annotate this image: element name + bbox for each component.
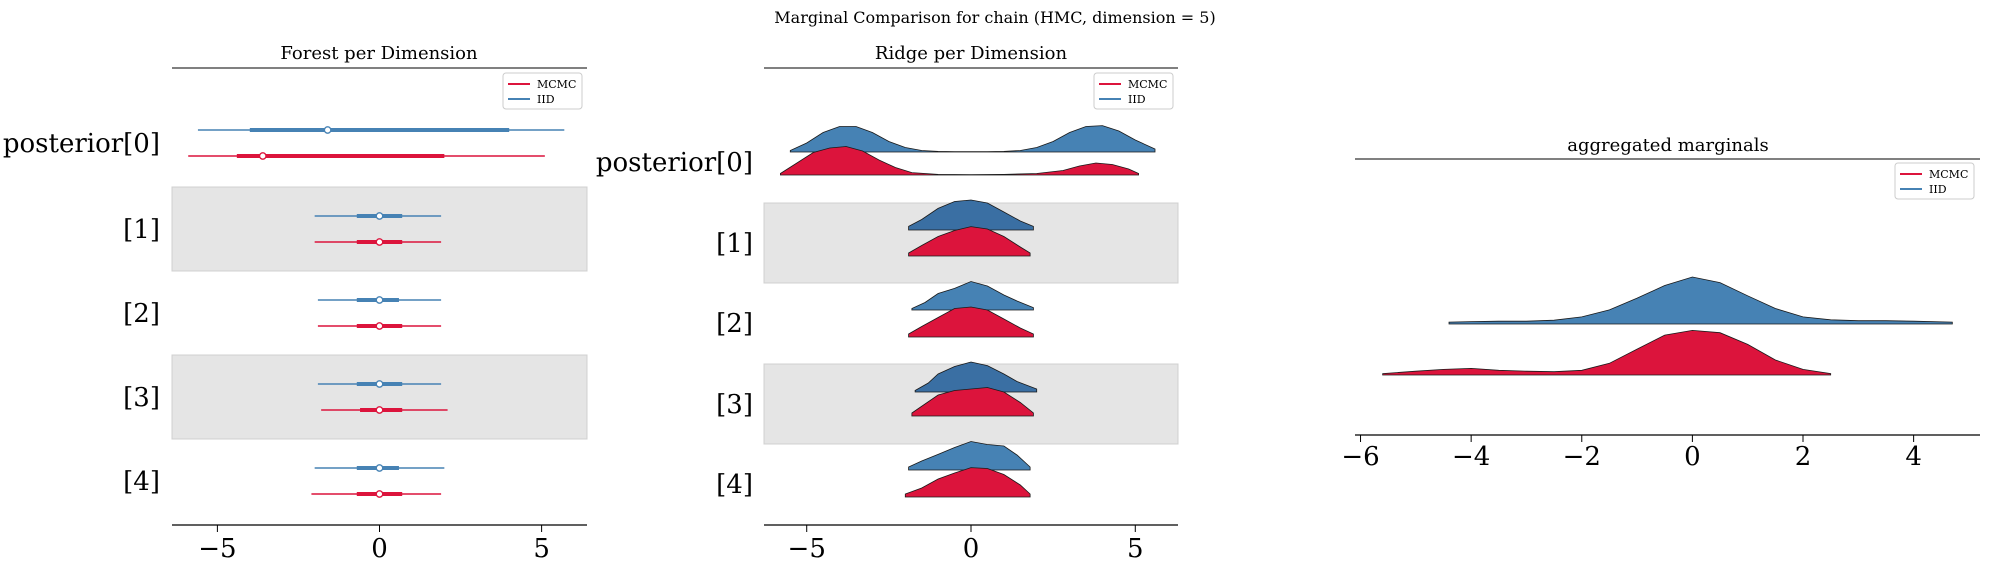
forest-panel-title: Forest per Dimension (280, 43, 478, 64)
forest-point-marker (375, 212, 384, 220)
ridge-density-iid (789, 125, 1156, 153)
ridge-density-mcmc (908, 226, 1031, 257)
forest-point-marker (258, 152, 267, 160)
forest-row-label: [2] (123, 299, 160, 329)
aggregated-density-mcmc (1382, 329, 1832, 376)
forest-x-tick-label: 0 (371, 534, 388, 564)
ridge-density-mcmc (911, 387, 1034, 417)
ridge-density-iid (914, 361, 1038, 393)
ridge-row-label: [1] (716, 229, 753, 259)
ridge-legend-label-mcmc: MCMC (1128, 78, 1167, 91)
aggregated-panel-title: aggregated marginals (1567, 135, 1768, 156)
ridge-row-label: [3] (716, 390, 753, 420)
ridge-density-iid (908, 441, 1031, 471)
ridge-row-label: [2] (716, 309, 753, 339)
ridge-legend-label-iid: IID (1128, 93, 1146, 106)
aggregated-panel: aggregated marginals −6 −4 −2 0 2 4 MCMC IID (1341, 135, 1980, 472)
forest-row-band (171, 354, 588, 440)
aggregated-legend-label-mcmc: MCMC (1929, 168, 1968, 181)
aggregated-x-tick-label: 4 (1905, 442, 1922, 472)
ridge-density-mcmc (908, 306, 1034, 338)
forest-point-marker (375, 238, 384, 246)
forest-point-marker (375, 380, 384, 388)
aggregated-x-tick-label: −2 (1563, 442, 1601, 472)
forest-point-marker (375, 296, 384, 304)
forest-point-marker (323, 126, 332, 134)
forest-point-marker (375, 322, 384, 330)
forest-point-marker (375, 490, 384, 498)
aggregated-x-tick-label: −4 (1452, 442, 1490, 472)
ridge-density-iid (908, 199, 1034, 231)
ridge-density-mcmc (904, 467, 1031, 498)
aggregated-x-tick-label: −6 (1341, 442, 1379, 472)
aggregated-legend-label-iid: IID (1929, 183, 1947, 196)
ridge-density-mcmc (779, 146, 1140, 176)
ridge-row-label: [4] (716, 470, 753, 500)
aggregated-x-tick-label: 2 (1795, 442, 1812, 472)
aggregated-x-tick-label: 0 (1684, 442, 1701, 472)
ridge-density-iid (911, 281, 1034, 311)
ridge-x-tick-label: 0 (963, 534, 980, 564)
ridge-panel: Ridge per Dimension posterior[0] [1] [2] [3… (596, 43, 1179, 564)
forest-legend-label-iid: IID (537, 93, 555, 106)
ridge-panel-title: Ridge per Dimension (875, 43, 1068, 64)
figure-title: Marginal Comparison for chain (HMC, dime… (774, 8, 1215, 27)
ridge-row-label: posterior[0] (596, 148, 753, 178)
forest-row-label: [4] (123, 467, 160, 497)
forest-legend-label-mcmc: MCMC (537, 78, 576, 91)
forest-row-label: [1] (123, 215, 160, 245)
forest-row-label: [3] (123, 383, 160, 413)
aggregated-density-iid (1448, 276, 1953, 325)
forest-point-marker (375, 406, 384, 414)
ridge-x-tick-label: −5 (788, 534, 826, 564)
forest-x-tick-label: −5 (198, 534, 236, 564)
forest-panel: Forest per Dimension posterior[0] [1] [2] [… (3, 43, 588, 564)
ridge-x-tick-label: 5 (1127, 534, 1144, 564)
forest-row-label: posterior[0] (3, 129, 160, 159)
forest-row-band (171, 186, 588, 272)
forest-x-tick-label: 5 (533, 534, 550, 564)
forest-point-marker (375, 464, 384, 472)
